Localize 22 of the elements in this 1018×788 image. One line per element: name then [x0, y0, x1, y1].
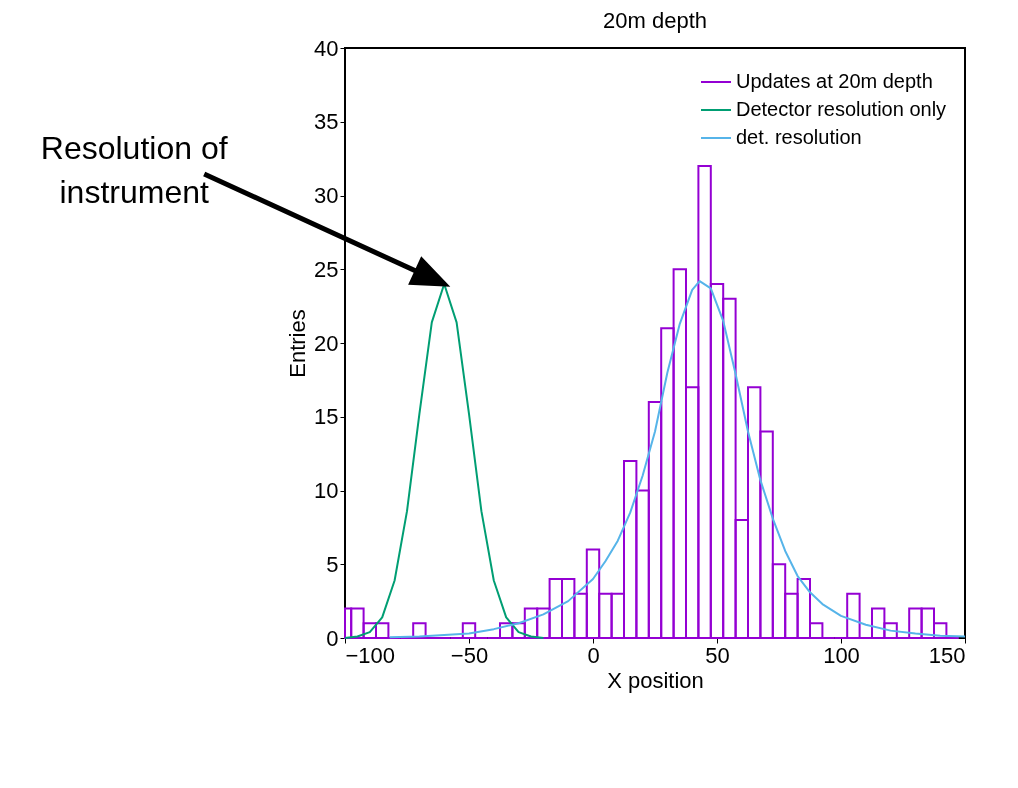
- x-tick-label: −50: [450, 642, 489, 668]
- y-tick-label: 40: [314, 35, 339, 61]
- y-tick-label: 0: [326, 625, 339, 651]
- x-tick-label: 0: [587, 642, 600, 668]
- x-axis-title: X position: [607, 667, 704, 693]
- x-tick-label: 150: [928, 642, 966, 668]
- y-tick-label: 30: [314, 183, 339, 208]
- x-tick-label: 50: [705, 642, 730, 668]
- legend-label: Updates at 20m depth: [736, 70, 933, 92]
- y-tick-label: 15: [314, 404, 339, 430]
- legend-label: Detector resolution only: [736, 98, 947, 120]
- legend-label: det. resolution: [736, 126, 862, 148]
- x-tick-label: 100: [823, 642, 860, 668]
- y-tick-label: 35: [314, 109, 339, 135]
- y-tick-label: 10: [314, 478, 339, 503]
- chart-title: 20m depth: [603, 8, 707, 33]
- y-tick-label: 20: [314, 330, 339, 356]
- text: Resolution of instrument: [40, 130, 228, 210]
- y-tick-label: 5: [326, 551, 339, 577]
- y-axis-title: Entries: [285, 309, 311, 378]
- x-tick-label: −100: [345, 642, 396, 668]
- y-tick-label: 25: [314, 256, 339, 282]
